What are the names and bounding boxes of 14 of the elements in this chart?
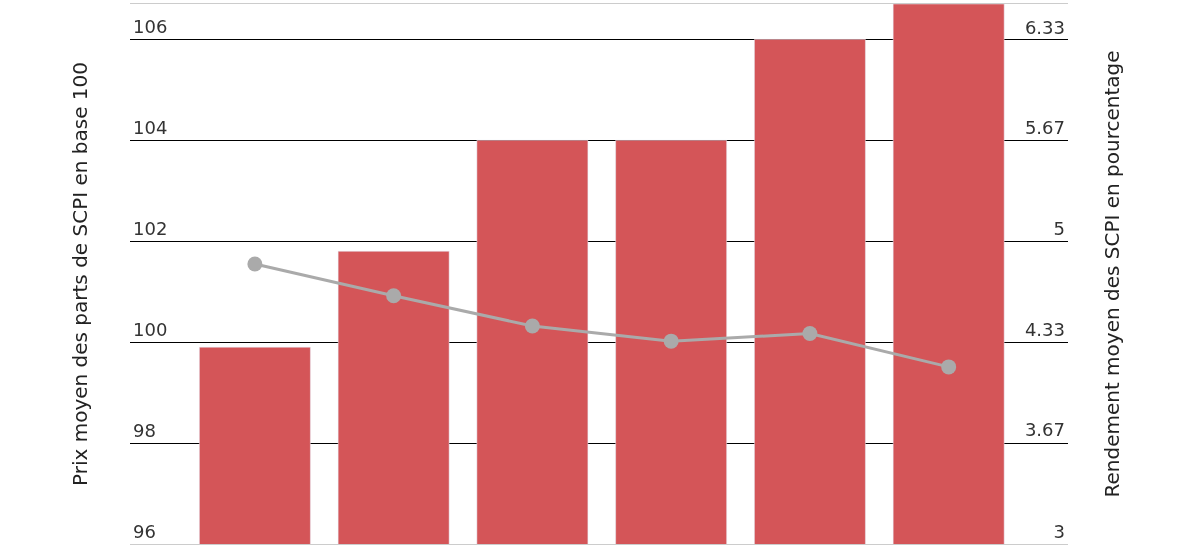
y-tick-label: 104 (133, 116, 168, 138)
y2-tick-label: 6.33 (1024, 16, 1065, 38)
y-tick-label: 106 (133, 16, 168, 38)
y2-tick-label: 5.67 (1024, 116, 1065, 138)
y2-tick-label: 3.67 (1024, 419, 1065, 441)
y-tick-label: 102 (133, 217, 168, 239)
y-tick-label: 98 (133, 419, 156, 441)
y-tick-label: 100 (133, 318, 168, 340)
y2-tick-label: 3 (1053, 520, 1065, 542)
y2-tick-label: 4.33 (1024, 319, 1065, 341)
y-axis-title: Prix moyen des parts de SCPI en base 100 (67, 61, 92, 487)
y-tick-label: 96 (133, 520, 156, 542)
y2-tick-label: 5 (1053, 217, 1065, 239)
y2-axis-title: Rendement moyen des SCPI en pourcentage (1099, 50, 1124, 498)
